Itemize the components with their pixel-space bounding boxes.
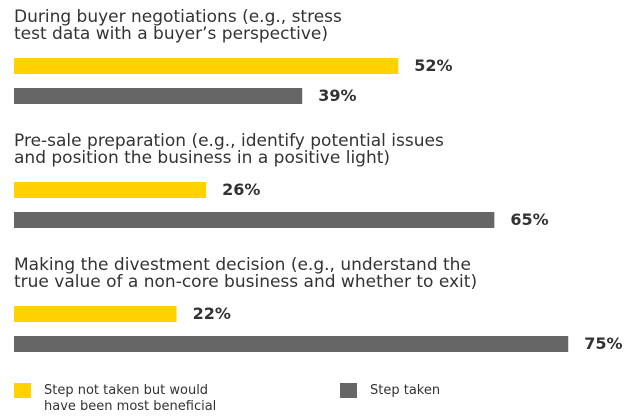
value-label: 39% bbox=[318, 86, 357, 105]
value-label: 26% bbox=[222, 180, 261, 199]
legend-swatch bbox=[340, 383, 357, 398]
category-label: Pre-sale preparation (e.g., identify pot… bbox=[14, 131, 444, 168]
legend-swatch bbox=[14, 383, 31, 398]
value-label: 22% bbox=[192, 304, 231, 323]
category-label: Making the divestment decision (e.g., un… bbox=[14, 255, 478, 292]
value-label: 65% bbox=[510, 210, 549, 229]
bar bbox=[14, 336, 569, 352]
bar bbox=[14, 306, 177, 322]
bar bbox=[14, 182, 207, 198]
value-label: 75% bbox=[584, 334, 623, 353]
bar bbox=[14, 58, 399, 74]
bar bbox=[14, 212, 495, 228]
value-label: 52% bbox=[414, 56, 453, 75]
bar bbox=[14, 88, 303, 104]
legend-label: Step not taken but would have been most … bbox=[44, 383, 217, 414]
category-label: During buyer negotiations (e.g., stress … bbox=[14, 7, 342, 44]
legend-label: Step taken bbox=[370, 383, 441, 398]
